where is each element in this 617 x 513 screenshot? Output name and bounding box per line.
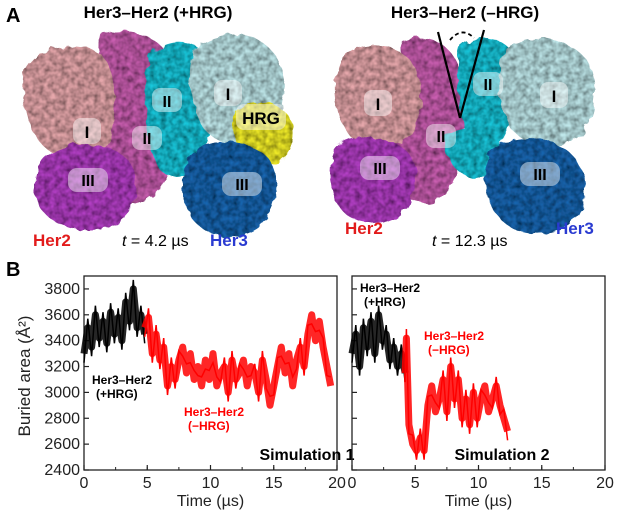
right-label-II-her3: II (473, 72, 503, 96)
x-axis-label: Time (µs) (177, 493, 244, 510)
annotation-with-hrg-sub: (+HRG) (364, 295, 406, 309)
left-her3-label: Her3 (210, 231, 248, 250)
svg-text:II: II (437, 129, 446, 146)
left-her3-domain-III (183, 141, 277, 237)
left-label-I-her3: I (214, 80, 242, 106)
right-label-II-her2: II (426, 124, 456, 148)
y-tick-label: 2400 (44, 462, 80, 479)
right-her3-domain-I (499, 38, 596, 146)
left-structure-title: Her3–Her2 (+HRG) (84, 3, 233, 22)
annotation-without-hrg-sub: (−HRG) (428, 343, 470, 357)
left-label-III-her2: III (68, 168, 108, 192)
series-jitter-with-hrg (83, 279, 146, 363)
left-label-HRG: HRG (236, 104, 286, 130)
y-tick-label: 2600 (44, 436, 80, 453)
svg-text:II: II (163, 94, 172, 111)
x-tick-label: 10 (202, 475, 220, 492)
series-jitter-without-hrg (143, 308, 331, 402)
right-her2-label: Her2 (345, 219, 383, 238)
svg-text:I: I (376, 95, 381, 114)
svg-text:HRG: HRG (242, 109, 280, 128)
svg-text:III: III (81, 173, 94, 190)
x-tick-label: 10 (470, 475, 488, 492)
left-time-label: t = 4.2 µs (122, 233, 189, 250)
x-tick-label: 0 (80, 475, 89, 492)
left-label-II-her3: II (152, 88, 182, 112)
right-her3-domain-III (484, 137, 586, 235)
series-jitter-with-hrg (351, 305, 406, 383)
left-label-III-her3: III (222, 172, 262, 196)
svg-text:III: III (533, 167, 546, 184)
svg-text:I: I (226, 85, 231, 104)
y-tick-label: 3200 (44, 359, 80, 376)
y-tick-label: 3400 (44, 333, 80, 350)
right-time-label: t = 12.3 µs (432, 233, 508, 250)
y-tick-label: 2800 (44, 410, 80, 427)
x-tick-label: 5 (411, 475, 420, 492)
left-domain-labels: I II I II HRG III III (68, 80, 286, 196)
right-her2-domain-III (330, 137, 416, 223)
left-her2-domain-I (22, 45, 116, 158)
x-tick-label: 5 (143, 475, 152, 492)
annotation-with-hrg-sub: (+HRG) (96, 387, 138, 401)
panel-b-letter: B (6, 259, 20, 281)
x-tick-label: 15 (533, 475, 551, 492)
right-protein-surface (330, 37, 596, 235)
left-label-I-her2: I (73, 118, 101, 144)
svg-text:I: I (552, 87, 557, 106)
x-tick-label: 20 (328, 475, 346, 492)
y-tick-label: 3000 (44, 384, 80, 401)
x-tick-label: 0 (348, 475, 357, 492)
right-structure-title: Her3–Her2 (–HRG) (391, 3, 539, 22)
right-label-III-her3: III (520, 162, 560, 186)
annotation-without-hrg-sub: (−HRG) (188, 419, 230, 433)
annotation-without-hrg: Her3–Her2 (424, 329, 484, 343)
right-label-III-her2: III (360, 156, 400, 180)
chart-title: Simulation 2 (454, 447, 549, 464)
left-label-II-her2: II (132, 126, 162, 150)
svg-text:III: III (235, 177, 248, 194)
right-label-I-her2: I (364, 90, 392, 116)
y-axis-label: Buried area (Å²) (15, 316, 34, 437)
chart-simulation-1: 0 5 10 15 20 2400 2600 2800 3000 3200 3400 3600 3800… (44, 275, 355, 510)
svg-text:III: III (373, 161, 386, 178)
y-tick-label: 3800 (44, 281, 80, 298)
annotation-without-hrg: Her3–Her2 (184, 405, 244, 419)
series-jitter-without-hrg (404, 328, 509, 460)
svg-text:I: I (85, 123, 90, 142)
y-tick-label: 3600 (44, 307, 80, 324)
right-her2-domain-I (334, 45, 422, 147)
right-her3-label: Her3 (556, 219, 594, 238)
annotation-with-hrg: Her3–Her2 (360, 281, 420, 295)
x-axis-label: Time (µs) (445, 493, 512, 510)
left-her2-label: Her2 (33, 231, 71, 250)
left-her2-domain-III (34, 144, 137, 230)
right-label-I-her3: I (540, 82, 568, 108)
right-domain-labels: I II II I III III (360, 72, 568, 186)
x-tick-label: 15 (265, 475, 283, 492)
svg-text:II: II (484, 77, 493, 94)
right-domain-opening-lines (436, 29, 486, 119)
panel-a-letter: A (6, 5, 20, 27)
x-tick-label: 20 (596, 475, 614, 492)
left-protein-surface (22, 31, 294, 237)
chart-title: Simulation 1 (259, 447, 354, 464)
annotation-with-hrg: Her3–Her2 (92, 373, 152, 387)
svg-text:II: II (143, 131, 152, 148)
